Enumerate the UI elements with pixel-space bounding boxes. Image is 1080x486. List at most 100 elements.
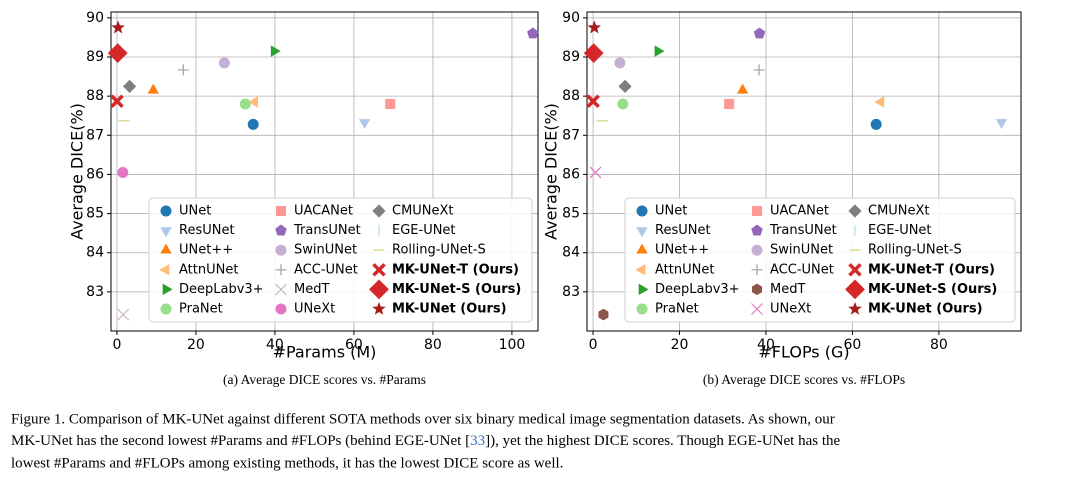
- x-tick-label: 80: [930, 337, 948, 353]
- legend-marker: [751, 244, 763, 256]
- x-tick-label: 60: [844, 337, 862, 353]
- legend-marker: [275, 283, 287, 296]
- data-point: [107, 43, 128, 63]
- legend-label: MedT: [770, 282, 805, 297]
- caption-part: ]), yet the highest DICE scores. Though …: [485, 433, 840, 449]
- legend-label: SwinUNet: [770, 243, 833, 258]
- legend-label: Rolling-UNet-S: [868, 243, 962, 258]
- data-point: [177, 64, 189, 76]
- legend-label: CMUNeXt: [392, 204, 454, 219]
- legend-label: DeepLabv3+: [179, 282, 264, 297]
- legend-label: ResUNet: [179, 223, 235, 238]
- y-tick-label: 83: [562, 284, 580, 300]
- legend-label: PraNet: [655, 302, 699, 317]
- y-tick-label: 83: [86, 284, 104, 300]
- legend-marker: [162, 283, 173, 296]
- x-tick-label: 60: [345, 337, 363, 353]
- data-point: [358, 119, 371, 129]
- legend-marker: [160, 243, 172, 254]
- legend-marker: [751, 264, 763, 276]
- y-tick-label: 86: [86, 166, 104, 182]
- legend-box: [624, 197, 1016, 323]
- data-point: [753, 64, 765, 76]
- data-point: [147, 83, 159, 94]
- legend-label: UNet++: [179, 243, 233, 258]
- y-tick-label: 89: [562, 49, 580, 65]
- data-point: [111, 20, 125, 34]
- plot-frame: [586, 11, 1022, 332]
- legend-label: MedT: [294, 282, 329, 297]
- data-point: [583, 43, 604, 63]
- legend-marker: [752, 283, 762, 296]
- legend-marker: [275, 244, 287, 256]
- data-point: [270, 45, 281, 57]
- legend-marker: [160, 205, 172, 217]
- legend-label: UACANet: [294, 204, 353, 219]
- data-point: [110, 94, 124, 108]
- data-point: [995, 119, 1008, 129]
- data-point: [617, 98, 629, 110]
- legend-label: CMUNeXt: [868, 204, 930, 219]
- x-tick-label: 80: [424, 337, 442, 353]
- x-tick-label: 40: [266, 337, 284, 353]
- x-axis-label: #Params (M): [273, 343, 377, 362]
- y-tick-label: 85: [86, 206, 104, 222]
- y-tick-label: 88: [86, 88, 104, 104]
- legend-marker: [275, 264, 287, 276]
- data-point: [614, 57, 626, 69]
- data-point: [736, 83, 749, 94]
- legend-marker: [848, 204, 862, 218]
- citation[interactable]: 33: [470, 433, 485, 449]
- legend-marker: [275, 205, 287, 217]
- legend-label: TransUNet: [769, 223, 837, 238]
- legend-label: AttnUNet: [655, 262, 714, 277]
- x-tick-label: 20: [671, 337, 689, 353]
- legend-label: SwinUNet: [294, 243, 357, 258]
- legend-label: EGE-UNet: [392, 223, 456, 238]
- legend-label: MK-UNet (Ours): [868, 302, 983, 317]
- y-tick-label: 87: [562, 127, 580, 143]
- legend-label: MK-UNet-T (Ours): [392, 262, 519, 277]
- legend-marker: [372, 204, 386, 218]
- data-point: [618, 79, 632, 93]
- data-point: [586, 94, 600, 108]
- legend-marker: [159, 264, 170, 276]
- legend-label: MK-UNet (Ours): [392, 302, 507, 317]
- data-point: [753, 27, 766, 39]
- x-axis-label: #FLOPs (G): [758, 343, 849, 362]
- legend-marker: [638, 283, 649, 296]
- legend-marker: [160, 227, 172, 238]
- data-point: [587, 20, 602, 34]
- legend-label: MK-UNet-T (Ours): [868, 262, 995, 277]
- data-point: [122, 79, 137, 93]
- figure-caption: lowest #Params and #FLOPs among existing…: [11, 455, 563, 471]
- legend-label: ACC-UNet: [770, 262, 834, 277]
- data-point: [247, 118, 259, 130]
- legend-label: Rolling-UNet-S: [392, 243, 486, 258]
- figure-caption: Figure 1. Comparison of MK-UNet against …: [11, 411, 835, 427]
- legend-label: UNet++: [655, 243, 709, 258]
- y-tick-label: 90: [86, 10, 104, 26]
- legend-marker: [160, 303, 172, 315]
- legend-marker: [636, 243, 648, 254]
- legend-marker: [369, 279, 389, 300]
- y-tick-label: 88: [562, 88, 580, 104]
- legend-label: MK-UNet-S (Ours): [868, 282, 997, 297]
- legend-box: [148, 197, 533, 323]
- data-point: [589, 166, 602, 179]
- y-tick-label: 90: [562, 10, 580, 26]
- legend-marker: [275, 224, 287, 236]
- subcaption: (b) Average DICE scores vs. #FLOPs: [703, 372, 905, 387]
- y-axis-label: Average DICE(%): [542, 103, 561, 240]
- legend-marker: [751, 205, 763, 217]
- data-point: [527, 27, 539, 39]
- y-tick-label: 84: [86, 245, 104, 261]
- legend-label: DeepLabv3+: [655, 282, 740, 297]
- x-tick-label: 20: [187, 337, 205, 353]
- legend-marker: [845, 279, 865, 300]
- y-tick-label: 85: [562, 206, 580, 222]
- legend-marker: [636, 303, 648, 315]
- data-point: [654, 45, 665, 57]
- data-point: [870, 118, 882, 130]
